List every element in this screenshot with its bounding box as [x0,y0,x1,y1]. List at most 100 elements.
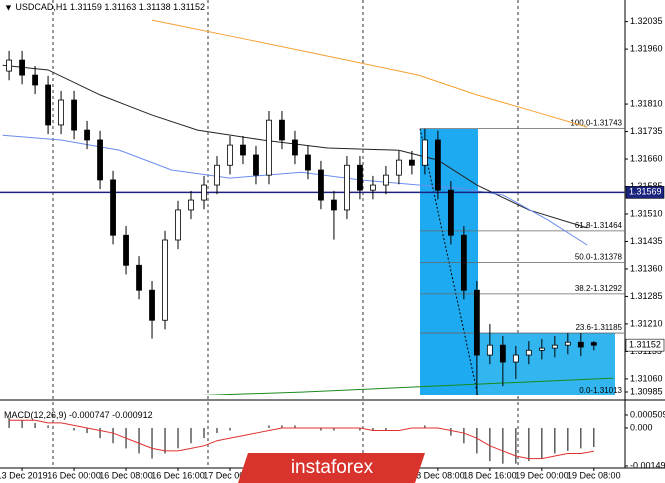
candle-body [58,99,64,126]
candle-body [525,349,532,356]
candle-body [331,199,337,211]
candle-body [188,199,194,211]
price-label: 1.31152 [629,340,661,350]
x-tick-label: 16 Dec 08:00 [99,470,153,480]
macd-tick-label: 0.000 [630,422,653,432]
y-tick-label: 1.31285 [630,291,663,301]
candle-body [175,209,181,241]
symbol-header: ▼ USDCAD,H1 1.31159 1.31163 1.31138 1.31… [4,2,205,12]
candle-body [577,341,584,348]
watermark-banner [238,453,425,483]
candle-body [499,344,506,363]
signal-value: -0.000912 [112,410,153,420]
candle-body [344,164,350,211]
candle-body [486,344,493,356]
candle-body [590,342,597,346]
y-tick-label: 1.31360 [630,263,663,273]
last-high: 1.31163 [104,2,136,12]
candle-body [564,341,571,346]
last-low: 1.31138 [139,2,171,12]
hline-label: 1.31569 [629,187,662,197]
candle-body [71,99,77,131]
candle-body [421,139,428,166]
candle-body [383,174,389,186]
candle-body [123,234,129,266]
moving-average [151,19,588,128]
fib-label: 0.0-1.31013 [579,386,622,395]
candle-body [396,159,402,176]
candle-body [318,169,324,201]
candle-body [45,84,51,126]
candle-body [447,189,454,236]
x-tick-label: 19 Dec 08:00 [567,470,621,480]
watermark: instaforex [291,457,374,478]
macd-header: MACD(12,26,9) -0.000747 -0.000912 [4,410,153,420]
candle-body [409,159,415,166]
candle-body [305,154,311,171]
price-panel: 100.0-1.31743 61.8-1.31464 50.0-1.31378 38.… [0,19,625,395]
x-tick-label: 18 Dec 16:00 [463,470,517,480]
candle-body [19,59,25,76]
fib-label: 38.2-1.31292 [575,284,623,293]
fib-label: 61.8-1.31464 [575,221,623,230]
y-tick-label: 1.30985 [630,386,663,396]
candle-body [370,184,376,191]
last-open: 1.31159 [70,2,102,12]
candle-body [266,119,272,176]
candle-body [214,164,220,186]
macd-value: -0.000747 [69,410,110,420]
candle-body [357,164,363,191]
last-close: 1.31152 [173,2,205,12]
candle-body [551,344,558,349]
candle-body [227,144,233,166]
price-label-box [625,338,665,352]
candle-body [538,347,545,351]
period-separators [52,0,519,468]
candle-body [6,59,12,72]
x-tick-label: 16 Dec 16:00 [151,470,205,480]
y-tick-label: 1.31060 [630,373,663,383]
candle-body [97,139,103,181]
macd-panel [8,417,595,464]
candle-body [162,239,168,321]
candle-body [136,264,142,291]
y-tick-label: 1.31960 [630,43,663,53]
candle-body [512,354,519,363]
candle-body [279,119,285,141]
candle-body [473,289,480,356]
x-tick-label: 17 Dec 00:00 [203,470,257,480]
x-tick-label: 18 Dec 08:00 [411,470,465,480]
candle-body [32,74,38,86]
watermark-group: instaforex [238,453,425,483]
fib-label: 50.0-1.31378 [575,252,623,261]
candle-body [149,289,155,321]
moving-average [2,134,588,246]
y-tick-label: 1.31210 [630,318,663,328]
macd-tick-label: -0.00149 [630,460,665,470]
moving-average [201,377,614,395]
y-tick-label: 1.31510 [630,208,663,218]
candle-body [460,234,467,291]
x-tick-label: 16 Dec 00:00 [47,470,101,480]
candle-body [84,129,90,141]
candle-body [110,179,116,236]
y-tick-label: 1.31585 [630,181,663,191]
y-tick-label: 1.32035 [630,16,663,26]
hline-label-box [625,186,665,199]
candle-body [434,139,441,191]
x-tick-label: 19 Dec 00:00 [515,470,569,480]
candle-body [201,184,207,201]
y-tick-label: 1.31735 [630,126,663,136]
y-tick-label: 1.31810 [630,98,663,108]
candle-body [240,144,246,156]
macd-tick-label: 0.000509 [630,409,665,419]
macd-title: MACD(12,26,9) [4,410,67,420]
symbol: USDCAD,H1 [15,2,67,12]
axes: 1.32035 1.31960 1.31810 1.31735 1.31660 1.315… [0,16,665,480]
macd-signal [9,419,594,460]
x-tick-label: 13 Dec 2019 [0,470,48,480]
candle-body [292,139,298,156]
fib-label: 23.6-1.31185 [575,323,622,332]
